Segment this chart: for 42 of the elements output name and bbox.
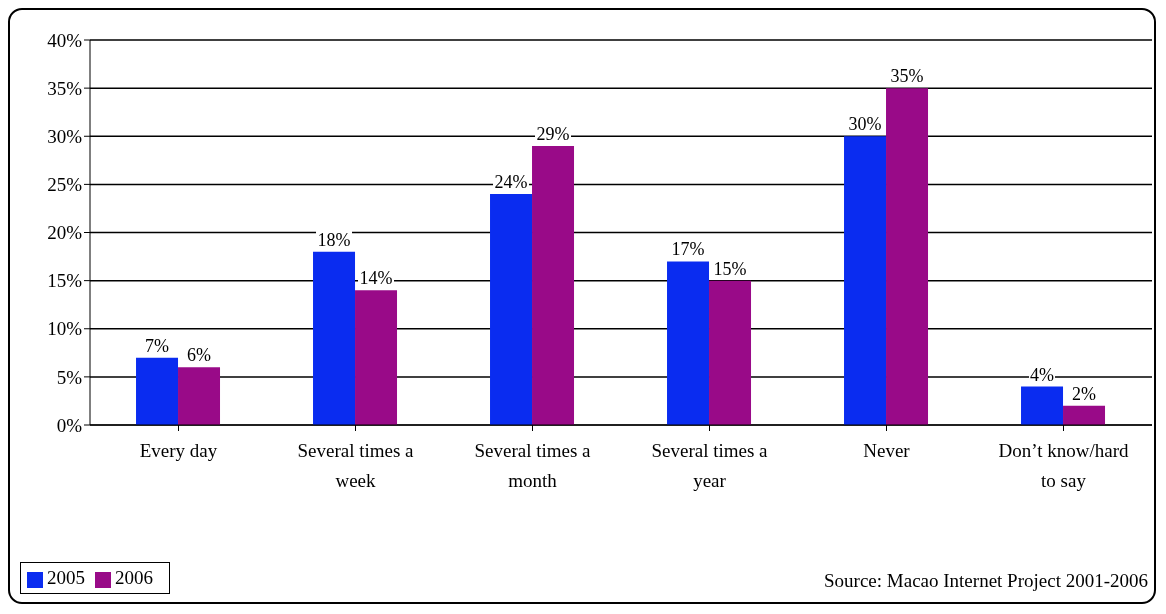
y-tick-label: 5% bbox=[56, 366, 83, 388]
data-label: 29% bbox=[536, 123, 570, 144]
y-tick-label: 35% bbox=[47, 77, 83, 99]
x-tick-label: Several times a year bbox=[651, 440, 769, 491]
bar bbox=[490, 194, 533, 425]
x-tick-label: Never bbox=[863, 440, 911, 461]
bar bbox=[355, 290, 398, 425]
x-tick-label: Several times a month bbox=[474, 440, 592, 491]
data-label: 24% bbox=[494, 172, 528, 192]
bar bbox=[136, 357, 179, 425]
y-tick-label: 25% bbox=[47, 174, 83, 196]
data-label: 14% bbox=[359, 268, 393, 289]
data-label: 6% bbox=[187, 345, 212, 366]
bar bbox=[844, 136, 887, 425]
y-tick-label: 40% bbox=[47, 29, 83, 51]
data-label: 2% bbox=[1072, 383, 1097, 404]
bar bbox=[1063, 405, 1106, 425]
legend-label: 2006 bbox=[115, 567, 153, 588]
data-label: 17% bbox=[671, 239, 705, 260]
y-tick-label: 30% bbox=[47, 125, 83, 147]
x-tick-label: Every day bbox=[139, 440, 218, 461]
bar bbox=[313, 251, 356, 425]
data-label: 35% bbox=[890, 66, 924, 87]
x-tick-label: Several times a week bbox=[297, 440, 415, 491]
data-label: 15% bbox=[713, 258, 747, 279]
y-tick-label: 20% bbox=[47, 222, 83, 244]
y-tick-label: 0% bbox=[56, 414, 83, 436]
bar bbox=[667, 261, 710, 425]
bar bbox=[532, 145, 575, 425]
source-note: Source: Macao Internet Project 2001-2006 bbox=[824, 570, 1148, 592]
y-tick-label: 15% bbox=[47, 270, 83, 292]
bar bbox=[1021, 386, 1064, 425]
bar bbox=[709, 280, 752, 425]
bar bbox=[178, 367, 221, 425]
data-label: 30% bbox=[848, 114, 882, 135]
bar bbox=[886, 88, 929, 425]
data-label: 7% bbox=[145, 335, 170, 356]
data-label: 4% bbox=[1030, 364, 1055, 385]
y-tick-label: 10% bbox=[47, 318, 83, 340]
x-tick-label: Don’t know/hard to say bbox=[998, 440, 1129, 491]
data-label: 18% bbox=[317, 229, 351, 250]
legend-label: 2005 bbox=[47, 567, 85, 588]
